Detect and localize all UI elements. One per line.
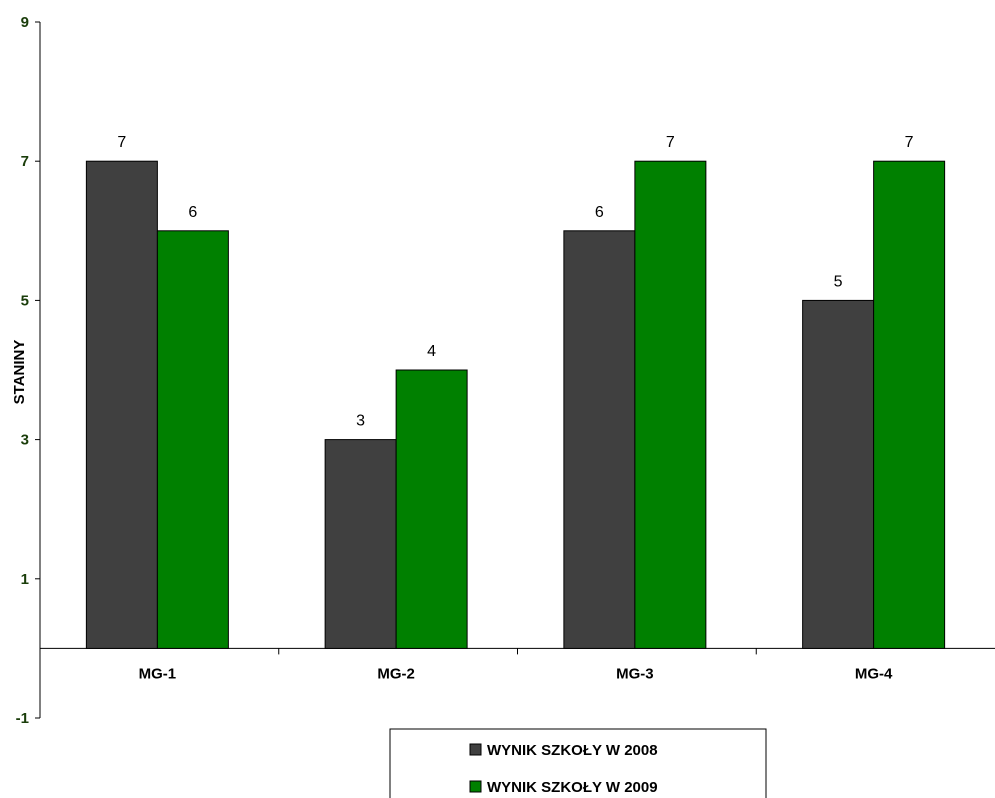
data-label: 7 xyxy=(905,134,914,151)
data-label: 6 xyxy=(188,204,197,221)
x-tick-label: MG-1 xyxy=(139,665,177,682)
bar xyxy=(802,299,875,649)
data-label: 5 xyxy=(834,273,843,290)
data-label: 4 xyxy=(427,343,436,360)
y-tick-label: 1 xyxy=(21,571,29,588)
y-tick-label: -1 xyxy=(16,710,29,727)
legend-box xyxy=(389,728,767,798)
data-label: 7 xyxy=(666,134,675,151)
data-label: 7 xyxy=(117,134,126,151)
y-tick-label: 5 xyxy=(21,292,29,309)
bar xyxy=(563,230,636,649)
data-label: 3 xyxy=(356,413,365,430)
y-tick-label: 3 xyxy=(21,432,29,449)
bar xyxy=(395,369,468,649)
legend-label: WYNIK SZKOŁY W 2009 xyxy=(487,779,658,796)
x-tick-label: MG-2 xyxy=(377,665,415,682)
legend-swatch xyxy=(469,743,482,756)
bar xyxy=(324,439,397,649)
data-label: 6 xyxy=(595,204,604,221)
bar xyxy=(634,160,707,649)
y-axis-title: STANINY xyxy=(11,340,28,405)
legend-swatch xyxy=(469,780,482,793)
legend-label: WYNIK SZKOŁY W 2008 xyxy=(487,742,658,759)
plot-area: -1 1 3 5 7 9 MG-1 7 6 MG-2 3 4 MG-3 6 7 MG-4 5 7 xyxy=(16,14,995,727)
bar xyxy=(85,160,158,649)
legend: WYNIK SZKOŁY W 2008 WYNIK SZKOŁY W 2009 xyxy=(389,728,767,798)
bar xyxy=(873,160,946,649)
y-tick-label: 7 xyxy=(21,153,29,170)
bar xyxy=(156,230,229,649)
x-tick-label: MG-4 xyxy=(855,665,893,682)
y-tick-label: 9 xyxy=(21,14,29,31)
x-tick-label: MG-3 xyxy=(616,665,654,682)
